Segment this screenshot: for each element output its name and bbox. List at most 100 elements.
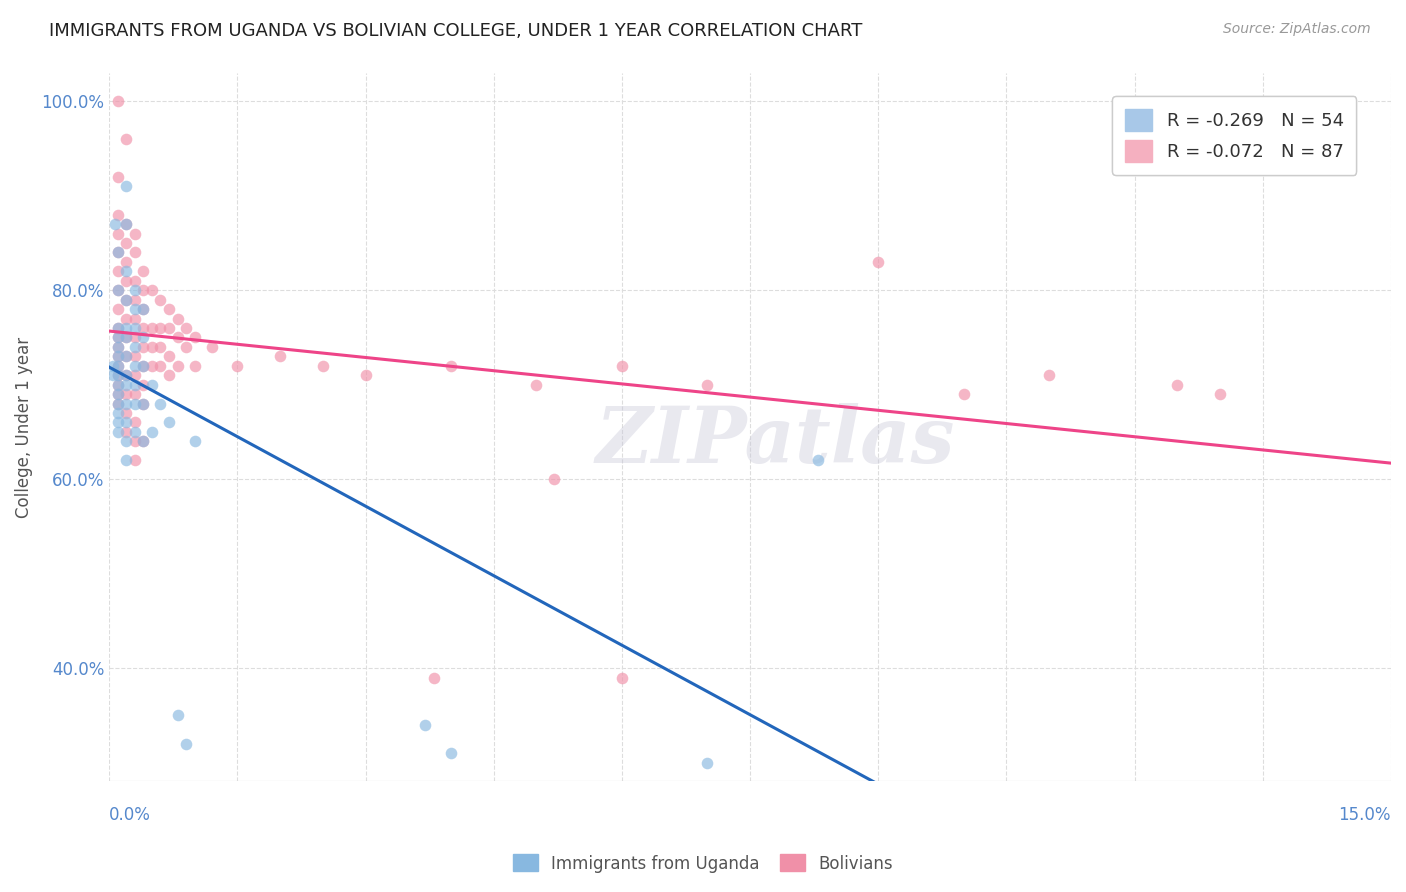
Point <box>107 350 129 364</box>
Point <box>149 321 172 335</box>
Point <box>149 293 172 307</box>
Point <box>124 368 146 383</box>
Point <box>132 321 155 335</box>
Point <box>107 368 129 383</box>
Point <box>115 217 138 231</box>
Point <box>104 217 127 231</box>
Point <box>124 434 146 449</box>
Point <box>141 283 163 297</box>
Point <box>183 359 205 373</box>
Point <box>115 264 138 278</box>
Point <box>952 387 974 401</box>
Point <box>124 416 146 430</box>
Point <box>149 359 172 373</box>
Point <box>107 359 129 373</box>
Point <box>107 330 129 344</box>
Text: ZIPatlas: ZIPatlas <box>596 403 956 480</box>
Point <box>115 179 138 194</box>
Point <box>107 264 129 278</box>
Point <box>124 227 146 241</box>
Point <box>115 293 138 307</box>
Point <box>115 293 138 307</box>
Point <box>696 756 718 770</box>
Point <box>157 350 180 364</box>
Point <box>415 718 437 732</box>
Point <box>141 340 163 354</box>
Point <box>132 434 155 449</box>
Point <box>107 406 129 420</box>
Text: 0.0%: 0.0% <box>110 806 150 824</box>
Point <box>440 359 463 373</box>
Text: IMMIGRANTS FROM UGANDA VS BOLIVIAN COLLEGE, UNDER 1 YEAR CORRELATION CHART: IMMIGRANTS FROM UGANDA VS BOLIVIAN COLLE… <box>49 22 863 40</box>
Point <box>610 359 633 373</box>
Point <box>132 264 155 278</box>
Point <box>115 368 138 383</box>
Point <box>157 321 180 335</box>
Point <box>124 283 146 297</box>
Point <box>157 416 180 430</box>
Point <box>107 396 129 410</box>
Point <box>526 377 548 392</box>
Point <box>115 330 138 344</box>
Y-axis label: College, Under 1 year: College, Under 1 year <box>15 336 32 517</box>
Point <box>115 330 138 344</box>
Point <box>132 302 155 317</box>
Point <box>174 340 197 354</box>
Point <box>107 245 129 260</box>
Point <box>354 368 377 383</box>
Point <box>107 377 129 392</box>
Point <box>107 227 129 241</box>
Point <box>115 274 138 288</box>
Point <box>166 708 188 723</box>
Point <box>183 434 205 449</box>
Point <box>201 340 224 354</box>
Point <box>226 359 249 373</box>
Point <box>107 208 129 222</box>
Point <box>107 283 129 297</box>
Point <box>141 359 163 373</box>
Point <box>124 293 146 307</box>
Point <box>115 416 138 430</box>
Point <box>107 245 129 260</box>
Point <box>1209 387 1232 401</box>
Point <box>115 350 138 364</box>
Point <box>107 330 129 344</box>
Point <box>115 387 138 401</box>
Point <box>132 359 155 373</box>
Point <box>440 746 463 760</box>
Point <box>115 217 138 231</box>
Point <box>124 274 146 288</box>
Point <box>132 396 155 410</box>
Point <box>107 321 129 335</box>
Point <box>132 330 155 344</box>
Point <box>183 330 205 344</box>
Point <box>124 302 146 317</box>
Point <box>312 359 335 373</box>
Point <box>1038 368 1060 383</box>
Point <box>610 671 633 685</box>
Point <box>124 377 146 392</box>
Point <box>107 425 129 439</box>
Point <box>124 245 146 260</box>
Point <box>115 368 138 383</box>
Point <box>107 95 129 109</box>
Point <box>107 359 129 373</box>
Point <box>115 396 138 410</box>
Point <box>115 377 138 392</box>
Point <box>132 396 155 410</box>
Point <box>124 453 146 467</box>
Point <box>124 396 146 410</box>
Point <box>1166 377 1188 392</box>
Point <box>124 340 146 354</box>
Point <box>107 169 129 184</box>
Point <box>107 340 129 354</box>
Point <box>132 434 155 449</box>
Point <box>141 321 163 335</box>
Point <box>115 406 138 420</box>
Point <box>115 255 138 269</box>
Point <box>807 453 830 467</box>
Point <box>107 368 129 383</box>
Point <box>124 330 146 344</box>
Point <box>868 255 890 269</box>
Point <box>103 359 125 373</box>
